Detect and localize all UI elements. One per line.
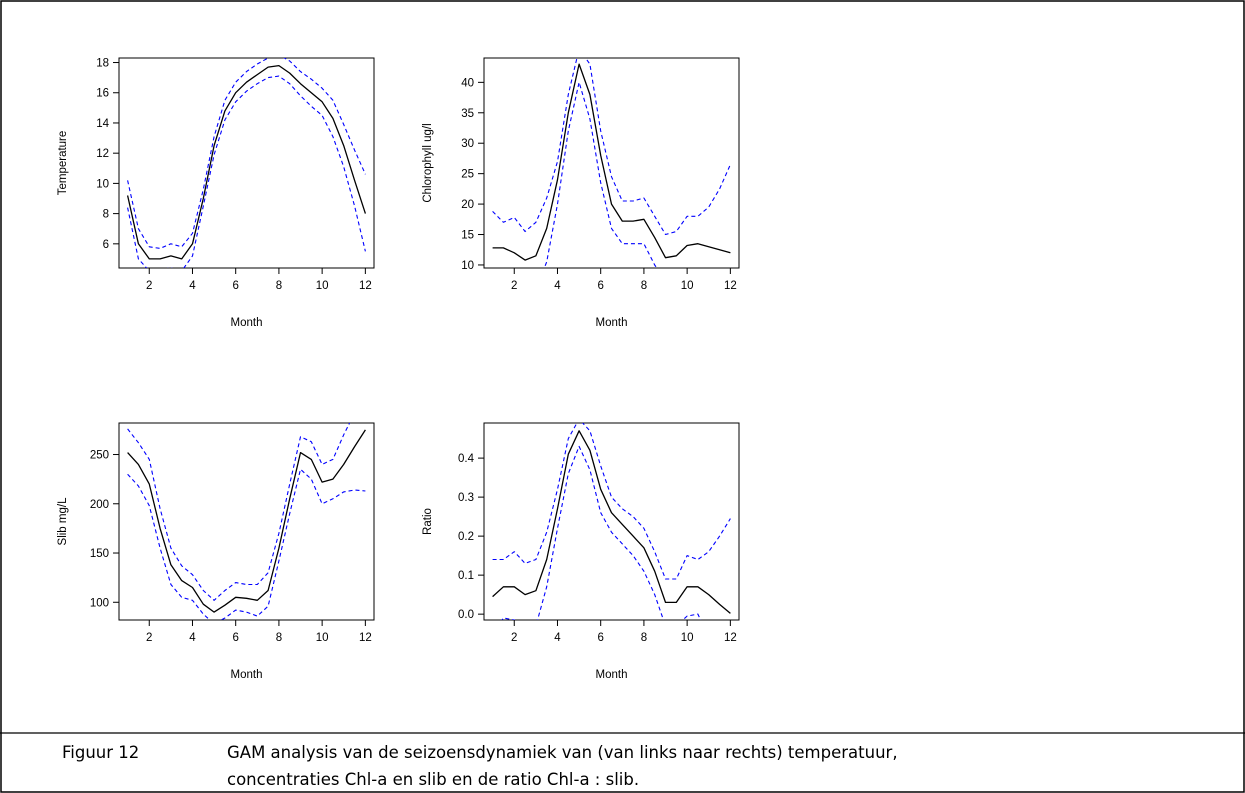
x-axis-title: Month	[596, 317, 628, 329]
plot-frame	[118, 57, 375, 269]
x-tick-label: 10	[316, 280, 329, 292]
y-tick-label: 35	[461, 108, 474, 120]
panel-4: 2 4 6 8 10 12 0.0 0.1 0.2 0.3 0.4 Month Ratio	[422, 422, 740, 681]
lower-confidence-line	[543, 81, 658, 268]
caption-text-line-2: concentraties Chl-a en slib en de ratio …	[227, 770, 640, 789]
fit-line	[492, 430, 731, 614]
plots-group: 2 4 6 8 10 12 6 8 10 12 14 16 18 Month Temperature 2 4 6 8…	[57, 57, 740, 681]
plot-frame	[483, 422, 740, 621]
y-tick-label: 8	[103, 209, 109, 221]
x-tick-label: 6	[232, 632, 238, 644]
x-tick-label: 8	[276, 280, 282, 292]
x-tick-label: 10	[681, 280, 694, 292]
x-tick-label: 2	[511, 632, 517, 644]
y-tick-label: 10	[96, 178, 109, 190]
x-tick-label: 2	[146, 632, 152, 644]
x-axis-title: Month	[231, 317, 263, 329]
y-tick-label: 12	[96, 148, 109, 160]
lower-confidence-line	[501, 445, 702, 620]
y-tick-label: 16	[96, 88, 109, 100]
y-tick-label: 0.4	[458, 453, 475, 465]
x-tick-label: 12	[359, 632, 372, 644]
x-tick-label: 12	[724, 632, 737, 644]
panel-1: 2 4 6 8 10 12 6 8 10 12 14 16 18 Month Temperature	[57, 57, 375, 329]
series-group	[127, 423, 366, 620]
y-tick-label: 30	[461, 138, 474, 150]
x-tick-label: 12	[724, 280, 737, 292]
x-tick-label: 12	[359, 280, 372, 292]
y-tick-label: 0.3	[458, 492, 474, 504]
y-tick-label: 100	[90, 597, 109, 609]
x-tick-label: 2	[146, 280, 152, 292]
x-tick-label: 6	[232, 280, 238, 292]
x-tick-label: 4	[189, 280, 196, 292]
caption-label: Figuur 12	[62, 743, 140, 762]
series-group	[492, 423, 731, 620]
x-tick-label: 8	[641, 280, 647, 292]
y-tick-label: 200	[90, 499, 109, 511]
y-tick-label: 0.0	[458, 609, 474, 621]
lower-confidence-line	[127, 468, 366, 620]
upper-confidence-line	[492, 423, 731, 580]
y-tick-label: 25	[461, 169, 474, 181]
x-axis-title: Month	[596, 669, 628, 681]
lower-confidence-line	[127, 75, 366, 268]
y-tick-label: 20	[461, 199, 474, 211]
x-tick-label: 10	[316, 632, 329, 644]
x-axis-title: Month	[231, 669, 263, 681]
fit-line	[127, 429, 366, 613]
x-tick-label: 4	[189, 632, 196, 644]
series-group	[126, 58, 367, 268]
panel-3: 2 4 6 8 10 12 100 150 200 250 Month Slib mg/L	[57, 422, 375, 681]
fit-line	[492, 63, 731, 261]
y-axis-title: Slib mg/L	[57, 497, 69, 546]
upper-confidence-line	[127, 423, 351, 601]
y-tick-label: 18	[96, 58, 109, 70]
x-tick-label: 2	[511, 280, 517, 292]
y-tick-label: 15	[461, 230, 474, 242]
x-tick-label: 4	[554, 280, 561, 292]
y-tick-label: 10	[461, 260, 474, 272]
fit-line	[126, 64, 367, 260]
y-tick-label: 250	[90, 450, 109, 462]
y-axis-title: Temperature	[57, 131, 69, 196]
y-axis-title: Chlorophyll ug/l	[422, 123, 434, 202]
y-axis-title: Ratio	[422, 508, 434, 535]
y-tick-label: 150	[90, 548, 109, 560]
upper-confidence-line	[127, 58, 366, 249]
x-tick-label: 8	[641, 632, 647, 644]
plot-frame	[483, 57, 740, 269]
series-group	[492, 58, 731, 268]
upper-confidence-line	[492, 58, 731, 236]
y-tick-label: 14	[96, 118, 109, 130]
y-tick-label: 6	[103, 239, 109, 251]
x-tick-label: 4	[554, 632, 561, 644]
y-tick-label: 0.1	[458, 570, 474, 582]
plot-frame	[118, 422, 375, 621]
caption-text-line-1: GAM analysis van de seizoensdynamiek van…	[227, 743, 898, 762]
x-tick-label: 6	[597, 280, 603, 292]
x-tick-label: 6	[597, 632, 603, 644]
y-tick-label: 40	[461, 77, 474, 89]
y-tick-label: 0.2	[458, 531, 474, 543]
x-tick-label: 10	[681, 632, 694, 644]
x-tick-label: 8	[276, 632, 282, 644]
panel-2: 2 4 6 8 10 12 10 15 20 25 30 35 40 Month Chlorophyll u…	[422, 57, 740, 329]
